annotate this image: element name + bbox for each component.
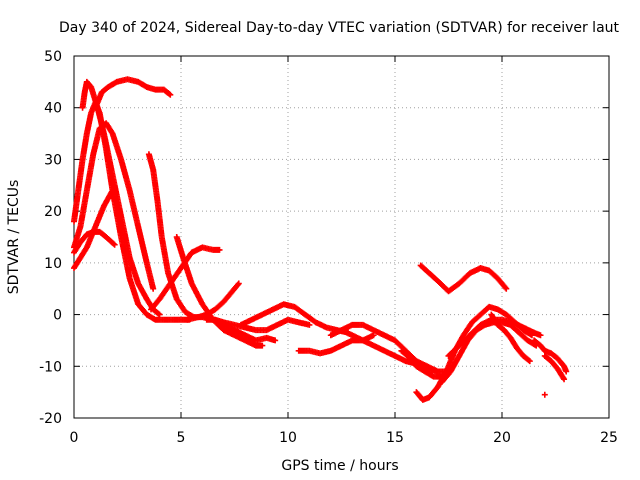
y-tick-label: 20	[44, 204, 62, 220]
data-point	[537, 332, 544, 339]
data-point	[111, 241, 118, 248]
x-tick-label: 20	[493, 430, 511, 446]
x-tick-label: 15	[386, 430, 404, 446]
y-tick-label: 30	[44, 152, 62, 168]
data-point	[502, 284, 509, 291]
data-point	[109, 187, 116, 194]
series-arc-7	[145, 151, 279, 344]
data-point	[234, 281, 241, 288]
series-arc-15	[338, 327, 452, 375]
y-tick-label: -20	[39, 411, 62, 427]
series-arc-3	[92, 76, 174, 111]
series-arc-18	[417, 262, 510, 295]
data-point	[563, 368, 570, 375]
series-arc-9	[173, 234, 266, 349]
y-tick-label: -10	[39, 359, 62, 375]
data-point	[216, 246, 223, 253]
grid-lines	[74, 56, 609, 418]
data-point	[155, 310, 162, 317]
data-point	[167, 91, 174, 98]
series-arc-2	[79, 78, 163, 318]
series-arc-11	[203, 316, 313, 334]
data-point	[306, 321, 313, 328]
data-point	[150, 285, 157, 292]
data-point	[110, 240, 117, 247]
data-point	[235, 280, 242, 287]
chart-title: Day 340 of 2024, Sidereal Day-to-day VTE…	[59, 20, 620, 36]
data-point	[166, 90, 173, 97]
data-point	[503, 285, 510, 292]
y-tick-label: 10	[44, 256, 62, 272]
series-arc-17	[413, 303, 535, 403]
data-point	[370, 332, 377, 339]
x-tick-label: 25	[600, 430, 618, 446]
data-point	[561, 376, 568, 383]
series-arc-21	[488, 311, 533, 365]
series-arc-10	[184, 280, 242, 323]
series-arc-23	[541, 352, 568, 383]
plot-frame	[73, 55, 610, 419]
series-arc-13	[295, 332, 377, 357]
series-arc-24	[541, 391, 548, 398]
series-arc-22	[531, 337, 570, 375]
y-tick-label: 50	[44, 49, 62, 65]
series-arc-8	[148, 244, 223, 313]
x-axis-label: GPS time / hours	[281, 458, 398, 474]
y-axis-label: SDTVAR / TECUs	[6, 180, 22, 295]
data-point	[156, 311, 163, 318]
series-arc-6	[71, 120, 157, 292]
data-point	[272, 337, 279, 344]
axis-ticks: 0 5 10 15 20 25 -20 -10 0 10 20 30 40 50	[39, 49, 618, 446]
x-tick-label: 5	[177, 430, 186, 446]
data-point	[541, 391, 548, 398]
series-arc-5	[71, 187, 116, 272]
data-point	[526, 358, 533, 365]
x-tick-label: 10	[279, 430, 297, 446]
y-tick-label: 0	[53, 308, 62, 324]
data-points	[71, 76, 570, 403]
y-tick-label: 40	[44, 101, 62, 117]
data-point	[259, 342, 266, 349]
data-point	[525, 357, 532, 364]
x-tick-label: 0	[70, 430, 79, 446]
